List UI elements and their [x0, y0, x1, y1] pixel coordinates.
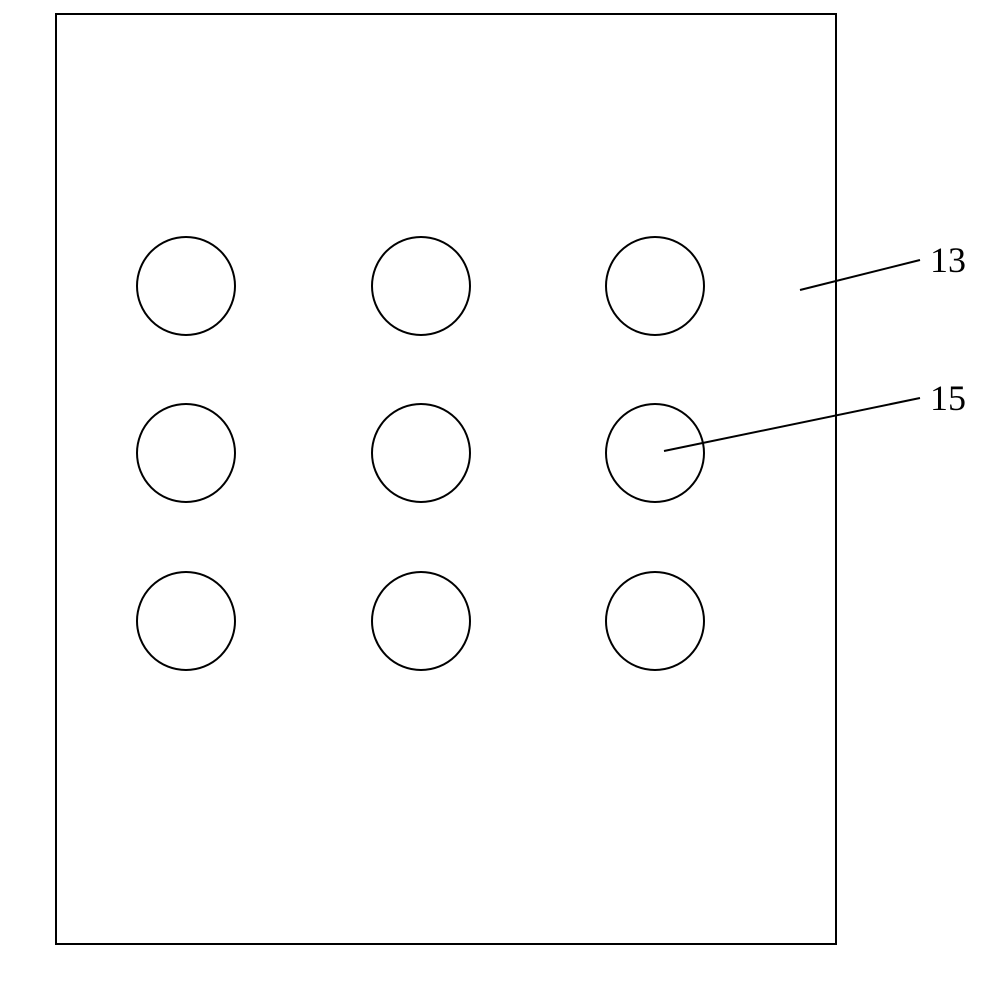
diagram-svg: 13 15 — [0, 0, 998, 1000]
hole-circle-0 — [137, 237, 235, 335]
hole-circle-2 — [606, 237, 704, 335]
callout-labels: 13 15 — [930, 240, 966, 418]
hole-circle-3 — [137, 404, 235, 502]
callout-lines — [664, 260, 920, 451]
callout-line-13 — [800, 260, 920, 290]
hole-circle-6 — [137, 572, 235, 670]
callout-label-13: 13 — [930, 240, 966, 280]
hole-circle-1 — [372, 237, 470, 335]
callout-label-15: 15 — [930, 378, 966, 418]
circles-group — [137, 237, 704, 670]
hole-circle-4 — [372, 404, 470, 502]
hole-circle-8 — [606, 572, 704, 670]
callout-line-15 — [664, 398, 920, 451]
hole-circle-5 — [606, 404, 704, 502]
panel-rect — [56, 14, 836, 944]
diagram-container: 13 15 — [0, 0, 998, 1000]
hole-circle-7 — [372, 572, 470, 670]
